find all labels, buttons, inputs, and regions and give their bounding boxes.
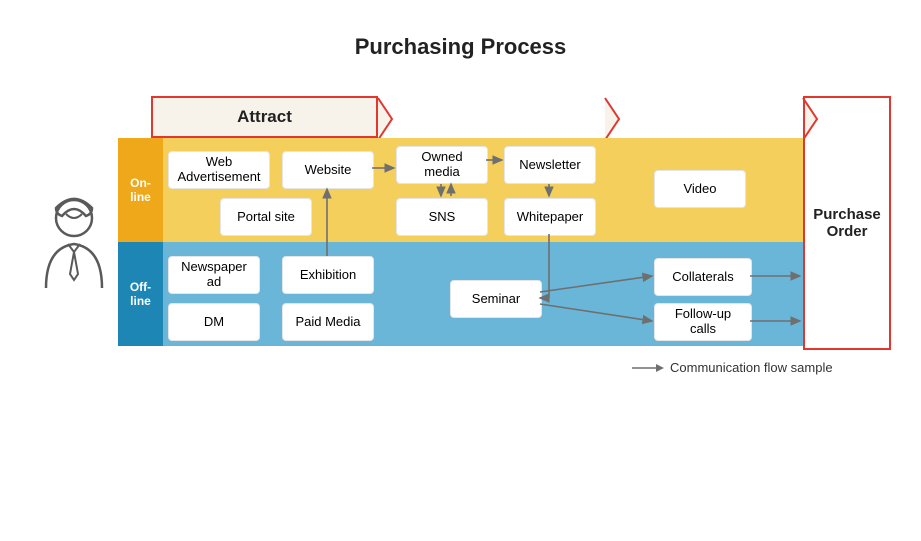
nodes-layer: Web Advertisement Website Portal site Owned… xyxy=(0,0,921,541)
node-web-ad: Web Advertisement xyxy=(168,151,270,189)
persona-icon xyxy=(38,194,110,290)
node-collaterals: Collaterals xyxy=(654,258,752,296)
node-newspaper: Newspaper ad xyxy=(168,256,260,294)
purchase-order-label: Purchase Order xyxy=(813,206,881,240)
node-exhibition: Exhibition xyxy=(282,256,374,294)
node-seminar: Seminar xyxy=(450,280,542,318)
legend-text: Communication flow sample xyxy=(670,360,833,375)
node-dm: DM xyxy=(168,303,260,341)
node-newsletter: Newsletter xyxy=(504,146,596,184)
node-owned-media: Owned media xyxy=(396,146,488,184)
legend: Communication flow sample xyxy=(630,360,833,375)
legend-arrow-icon xyxy=(630,362,664,374)
node-followup: Follow-up calls xyxy=(654,303,752,341)
node-whitepaper: Whitepaper xyxy=(504,198,596,236)
node-website: Website xyxy=(282,151,374,189)
node-video: Video xyxy=(654,170,746,208)
node-paid-media: Paid Media xyxy=(282,303,374,341)
purchase-order-box: Purchase Order xyxy=(803,96,891,350)
node-sns: SNS xyxy=(396,198,488,236)
node-portal: Portal site xyxy=(220,198,312,236)
